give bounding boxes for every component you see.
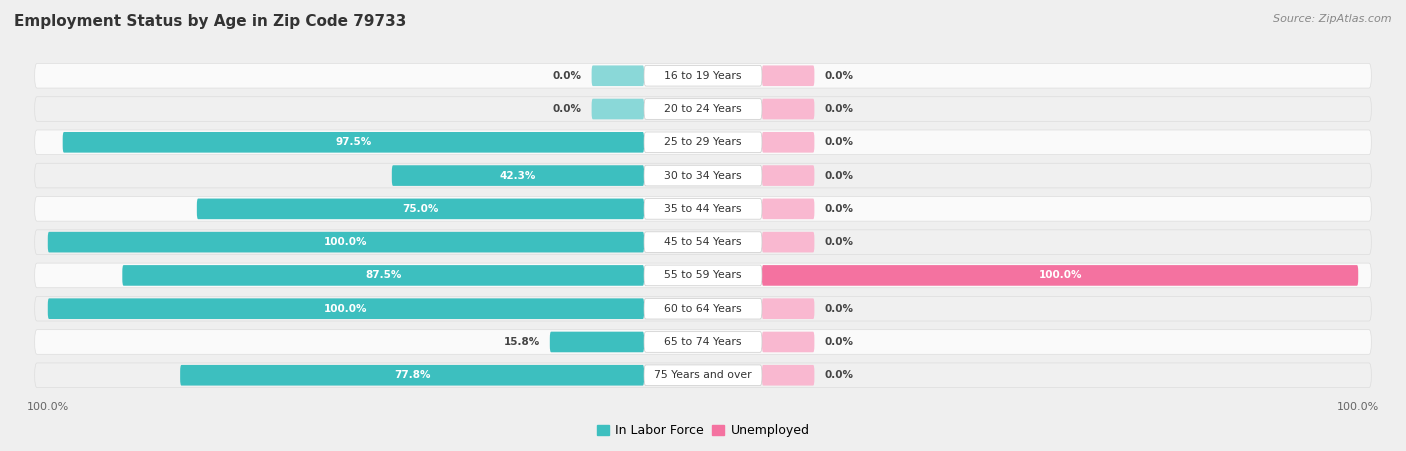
Text: 42.3%: 42.3% bbox=[499, 170, 536, 180]
FancyBboxPatch shape bbox=[550, 331, 644, 352]
FancyBboxPatch shape bbox=[35, 330, 1371, 354]
FancyBboxPatch shape bbox=[35, 197, 1371, 221]
Text: 100.0%: 100.0% bbox=[325, 237, 367, 247]
Text: 16 to 19 Years: 16 to 19 Years bbox=[664, 71, 742, 81]
FancyBboxPatch shape bbox=[762, 265, 1358, 286]
FancyBboxPatch shape bbox=[762, 365, 814, 386]
Text: 97.5%: 97.5% bbox=[335, 137, 371, 147]
FancyBboxPatch shape bbox=[644, 331, 762, 352]
FancyBboxPatch shape bbox=[644, 365, 762, 386]
FancyBboxPatch shape bbox=[180, 365, 644, 386]
Text: 0.0%: 0.0% bbox=[553, 104, 582, 114]
FancyBboxPatch shape bbox=[644, 99, 762, 120]
Text: 55 to 59 Years: 55 to 59 Years bbox=[664, 271, 742, 281]
Text: 35 to 44 Years: 35 to 44 Years bbox=[664, 204, 742, 214]
Text: 25 to 29 Years: 25 to 29 Years bbox=[664, 137, 742, 147]
FancyBboxPatch shape bbox=[762, 99, 814, 120]
FancyBboxPatch shape bbox=[644, 65, 762, 86]
Text: 0.0%: 0.0% bbox=[824, 237, 853, 247]
FancyBboxPatch shape bbox=[762, 198, 814, 219]
FancyBboxPatch shape bbox=[644, 132, 762, 152]
FancyBboxPatch shape bbox=[35, 363, 1371, 387]
Text: 30 to 34 Years: 30 to 34 Years bbox=[664, 170, 742, 180]
Text: 100.0%: 100.0% bbox=[325, 304, 367, 314]
FancyBboxPatch shape bbox=[762, 132, 814, 152]
Text: 75 Years and over: 75 Years and over bbox=[654, 370, 752, 380]
FancyBboxPatch shape bbox=[762, 331, 814, 352]
Text: 60 to 64 Years: 60 to 64 Years bbox=[664, 304, 742, 314]
FancyBboxPatch shape bbox=[35, 163, 1371, 188]
FancyBboxPatch shape bbox=[592, 99, 644, 120]
Text: 0.0%: 0.0% bbox=[824, 104, 853, 114]
Text: 75.0%: 75.0% bbox=[402, 204, 439, 214]
FancyBboxPatch shape bbox=[644, 265, 762, 286]
FancyBboxPatch shape bbox=[592, 65, 644, 86]
FancyBboxPatch shape bbox=[197, 198, 644, 219]
Text: 100.0%: 100.0% bbox=[1039, 271, 1081, 281]
Text: 0.0%: 0.0% bbox=[824, 204, 853, 214]
Text: 65 to 74 Years: 65 to 74 Years bbox=[664, 337, 742, 347]
FancyBboxPatch shape bbox=[122, 265, 644, 286]
Text: 0.0%: 0.0% bbox=[553, 71, 582, 81]
Text: 0.0%: 0.0% bbox=[824, 370, 853, 380]
Text: 20 to 24 Years: 20 to 24 Years bbox=[664, 104, 742, 114]
FancyBboxPatch shape bbox=[35, 97, 1371, 121]
Text: 0.0%: 0.0% bbox=[824, 170, 853, 180]
FancyBboxPatch shape bbox=[35, 263, 1371, 288]
FancyBboxPatch shape bbox=[63, 132, 644, 152]
FancyBboxPatch shape bbox=[35, 296, 1371, 321]
Text: 0.0%: 0.0% bbox=[824, 71, 853, 81]
FancyBboxPatch shape bbox=[644, 232, 762, 253]
Text: 15.8%: 15.8% bbox=[503, 337, 540, 347]
FancyBboxPatch shape bbox=[35, 230, 1371, 254]
Text: 0.0%: 0.0% bbox=[824, 304, 853, 314]
Text: 45 to 54 Years: 45 to 54 Years bbox=[664, 237, 742, 247]
FancyBboxPatch shape bbox=[644, 165, 762, 186]
FancyBboxPatch shape bbox=[644, 299, 762, 319]
FancyBboxPatch shape bbox=[762, 232, 814, 253]
FancyBboxPatch shape bbox=[48, 299, 644, 319]
Text: 87.5%: 87.5% bbox=[366, 271, 401, 281]
FancyBboxPatch shape bbox=[762, 299, 814, 319]
FancyBboxPatch shape bbox=[762, 65, 814, 86]
FancyBboxPatch shape bbox=[35, 130, 1371, 155]
Text: 0.0%: 0.0% bbox=[824, 337, 853, 347]
FancyBboxPatch shape bbox=[392, 165, 644, 186]
FancyBboxPatch shape bbox=[762, 165, 814, 186]
Text: 0.0%: 0.0% bbox=[824, 137, 853, 147]
FancyBboxPatch shape bbox=[35, 64, 1371, 88]
FancyBboxPatch shape bbox=[644, 198, 762, 219]
Legend: In Labor Force, Unemployed: In Labor Force, Unemployed bbox=[592, 419, 814, 442]
Text: Source: ZipAtlas.com: Source: ZipAtlas.com bbox=[1274, 14, 1392, 23]
Text: Employment Status by Age in Zip Code 79733: Employment Status by Age in Zip Code 797… bbox=[14, 14, 406, 28]
FancyBboxPatch shape bbox=[48, 232, 644, 253]
Text: 77.8%: 77.8% bbox=[394, 370, 430, 380]
